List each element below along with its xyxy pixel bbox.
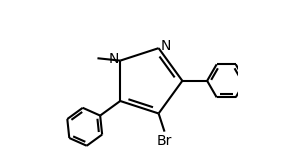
Text: N: N [160, 39, 170, 53]
Text: N: N [108, 52, 119, 66]
Text: Br: Br [157, 134, 172, 148]
